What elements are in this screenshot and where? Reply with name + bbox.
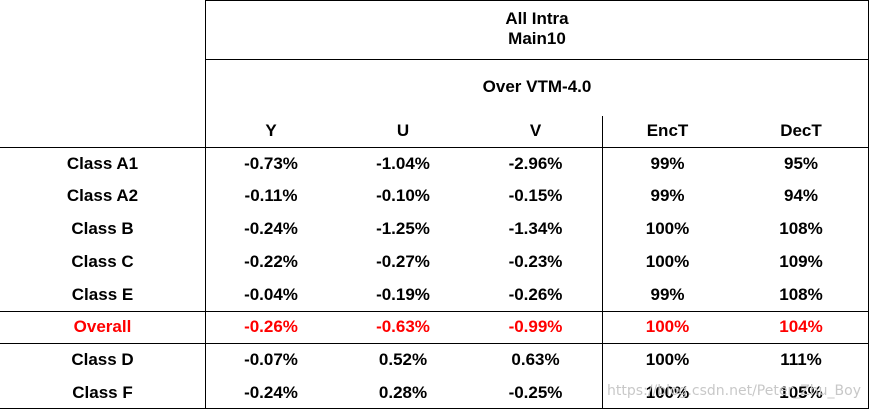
cell-dect: 105% [779, 383, 823, 402]
header-title-line2: Main10 [508, 29, 566, 48]
top-border [205, 0, 869, 1]
cell-v: -0.99% [508, 317, 563, 336]
cell-u: -1.25% [376, 219, 430, 238]
watermark: https://blog.csdn.net/Peter_Zhu_Boy [607, 383, 861, 399]
cell-v: -2.96% [508, 154, 563, 173]
cell-u: -1.04% [376, 154, 430, 173]
cell-u: 0.52% [378, 350, 428, 369]
cell-enct: 99% [650, 285, 685, 304]
label-column-divider [205, 0, 206, 409]
cell-dect: 95% [783, 154, 819, 173]
cell-enct: 99% [650, 154, 685, 173]
column-header-v: V [529, 121, 542, 140]
row-label: Class A1 [66, 154, 139, 173]
cell-v: 0.63% [511, 350, 560, 369]
cell-u: 0.28% [378, 383, 428, 402]
cell-u: -0.10% [376, 186, 430, 205]
cell-dect: 108% [779, 219, 823, 238]
cell-v: -0.15% [508, 186, 563, 205]
cell-y: -0.07% [244, 350, 298, 369]
column-header-dect: DecT [780, 121, 822, 140]
cell-enct: 100% [645, 219, 690, 238]
header-title: All Intra Main10 [205, 9, 869, 49]
row-label: Class E [71, 285, 134, 304]
header-bottom-border [0, 147, 869, 148]
cell-enct: 100% [645, 350, 690, 369]
cell-y: -0.26% [244, 317, 298, 336]
header-divider [205, 59, 869, 60]
row-label: Class D [71, 350, 134, 369]
header-title-line1: All Intra [505, 9, 569, 28]
cell-dect: 94% [783, 186, 819, 205]
cell-y: -0.11% [244, 186, 298, 205]
column-header-y: Y [265, 121, 277, 140]
row-label: Overall [73, 317, 132, 336]
cell-enct: 99% [650, 186, 685, 205]
row-label: Class F [72, 383, 133, 402]
cell-enct: 100% [645, 317, 690, 336]
row-label: Class B [71, 219, 134, 238]
cell-v: -0.25% [508, 383, 563, 402]
cell-u: -0.63% [376, 317, 430, 336]
cell-u: -0.19% [376, 285, 430, 304]
bottom-border [0, 408, 869, 409]
header-subtitle: Over VTM-4.0 [482, 77, 592, 96]
cell-dect: 108% [779, 285, 823, 304]
cell-v: -1.34% [508, 219, 563, 238]
overall-bottom-border [0, 343, 869, 344]
cell-enct: 100% [645, 383, 690, 402]
cell-u: -0.27% [376, 252, 430, 271]
row-label: Class A2 [66, 186, 139, 205]
cell-enct: 100% [645, 252, 690, 271]
row-label: Class C [71, 252, 134, 271]
cell-y: -0.04% [244, 285, 298, 304]
cell-dect: 104% [779, 317, 823, 336]
cell-y: -0.24% [244, 219, 298, 238]
cell-dect: 111% [780, 350, 822, 369]
cell-y: -0.73% [244, 154, 298, 173]
cell-y: -0.22% [244, 252, 298, 271]
cell-v: -0.23% [508, 252, 563, 271]
cell-v: -0.26% [508, 285, 563, 304]
time-column-divider [602, 116, 603, 409]
column-header-enct: EncT [646, 121, 689, 140]
cell-dect: 109% [779, 252, 823, 271]
overall-top-border [0, 311, 869, 312]
column-header-u: U [396, 121, 410, 140]
cell-y: -0.24% [244, 383, 298, 402]
